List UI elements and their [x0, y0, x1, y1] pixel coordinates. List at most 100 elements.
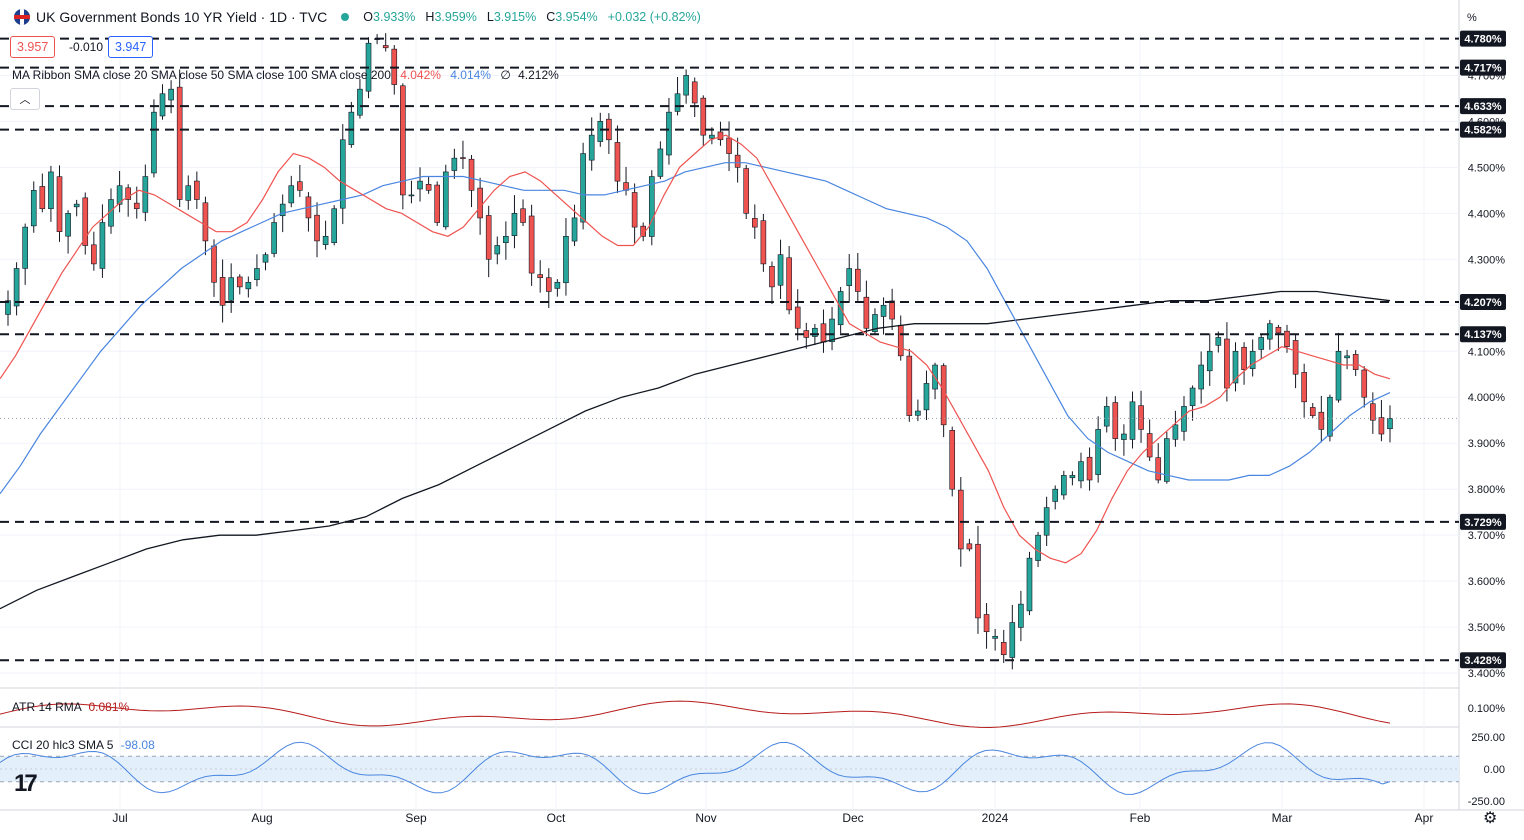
x-tick-label: 2024: [982, 811, 1009, 825]
level-tag-label: 4.780%: [1464, 34, 1502, 46]
cci-line: [0, 741, 1391, 795]
level-tag-box: [1460, 294, 1506, 311]
ma50-value: 4.014%: [450, 68, 491, 82]
candle-body: [185, 185, 192, 201]
candle-body: [812, 327, 818, 337]
collapse-legend-button[interactable]: ︿: [10, 88, 40, 110]
candle-body: [125, 187, 131, 200]
candle-body: [194, 180, 200, 200]
candle-body: [348, 111, 355, 145]
candle-body: [1129, 401, 1136, 440]
tradingview-logo[interactable]: 17: [14, 770, 38, 797]
candle-body: [1146, 433, 1153, 458]
candle-body: [1026, 557, 1033, 612]
candle-body: [580, 153, 586, 223]
level-tag-label: 4.633%: [1464, 101, 1502, 113]
candle-body: [1078, 461, 1084, 482]
candle-body: [288, 185, 295, 204]
ma20-line: [0, 134, 1391, 564]
candle-body: [5, 300, 11, 315]
candle-body: [1327, 396, 1333, 437]
candle-body: [425, 184, 432, 191]
candle-body: [1215, 337, 1222, 346]
candle-body: [1301, 372, 1307, 403]
candle-body: [1258, 337, 1265, 350]
candle-body: [794, 306, 801, 329]
x-tick-label: Feb: [1130, 811, 1151, 825]
candle-body: [691, 81, 698, 104]
candle-body: [545, 277, 552, 292]
candle-body: [1292, 340, 1299, 375]
candle-body: [940, 365, 947, 426]
cci-tick-label: -250.00: [1468, 796, 1505, 808]
candle-body: [1155, 457, 1162, 481]
atr-legend[interactable]: ATR 14 RMA 0.081%: [12, 700, 129, 714]
ma-ribbon-legend[interactable]: MA Ribbon SMA close 20 SMA close 50 SMA …: [12, 68, 559, 82]
candle-body: [1249, 350, 1256, 369]
atr-value: 0.081%: [88, 700, 130, 714]
candle-body: [477, 187, 483, 219]
candle-body: [1335, 350, 1342, 401]
y-tick-label: 4.000%: [1468, 392, 1506, 404]
cci-tick-label: 250.00: [1471, 732, 1505, 744]
candle-body: [30, 190, 37, 227]
ma50-line: [0, 162, 1391, 495]
x-tick-label: Mar: [1272, 811, 1293, 825]
candle-body: [1112, 402, 1119, 439]
y-tick-label: 4.100%: [1468, 346, 1506, 358]
candle-body: [1009, 622, 1016, 658]
candle-body: [1378, 417, 1385, 435]
candle-body: [872, 314, 878, 333]
symbol-title[interactable]: UK Government Bonds 10 YR Yield · 1D · T…: [36, 9, 328, 25]
candle-body: [829, 318, 835, 342]
candle-body: [554, 281, 561, 289]
candle-body: [1095, 429, 1101, 475]
candle-body: [1172, 424, 1179, 440]
candle-body: [39, 186, 46, 210]
x-tick-label: Apr: [1415, 811, 1434, 825]
candle-body: [614, 142, 621, 182]
buy-button[interactable]: 3.947: [108, 36, 154, 58]
candle-body: [820, 323, 827, 343]
candle-body: [1069, 475, 1076, 479]
candle-body: [1121, 433, 1127, 440]
candle-body: [1052, 488, 1059, 502]
y-tick-label: 3.500%: [1468, 622, 1506, 634]
candle-body: [683, 75, 689, 96]
y-tick-label: 4.500%: [1468, 162, 1506, 174]
candle-body: [1387, 418, 1393, 430]
cci-legend[interactable]: CCI 20 hlc3 SMA 5 -98.08: [12, 738, 155, 752]
candle-body: [168, 88, 174, 101]
candle-body: [751, 218, 758, 228]
candle-body: [769, 266, 775, 288]
candle-body: [571, 217, 578, 242]
y-tick-label: 3.900%: [1468, 438, 1506, 450]
candle-body: [254, 268, 260, 281]
level-tag: 4.207%: [1460, 294, 1506, 311]
y-tick-label: 4.400%: [1468, 208, 1506, 220]
candle-body: [897, 324, 904, 357]
candle-body: [855, 268, 861, 292]
ohlc-close: C3.954%: [546, 10, 598, 24]
candle-body: [314, 214, 320, 242]
candle-body: [116, 185, 123, 205]
candle-body: [1352, 354, 1359, 370]
x-tick-label: Aug: [251, 811, 272, 825]
gear-icon[interactable]: ⚙: [1483, 810, 1498, 827]
candle-body: [1181, 406, 1187, 432]
candle-body: [520, 208, 526, 223]
atr-label: ATR 14 RMA: [12, 700, 82, 714]
candle-body: [1189, 387, 1196, 407]
candle-body: [700, 97, 707, 136]
candle-body: [1275, 326, 1282, 334]
candle-body: [743, 168, 750, 214]
candle-body: [1284, 330, 1290, 347]
x-tick-label: Jul: [112, 811, 127, 825]
candle-body: [923, 383, 930, 411]
level-tag-box: [1460, 30, 1506, 47]
level-tag-label: 4.582%: [1464, 125, 1502, 137]
sell-button[interactable]: 3.957: [10, 36, 56, 58]
candle-body: [297, 181, 303, 191]
